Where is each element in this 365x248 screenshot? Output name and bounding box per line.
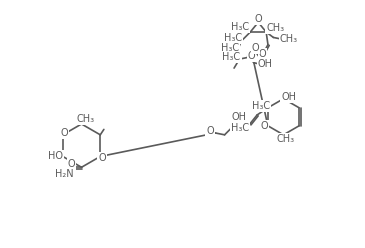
Text: CH₃: CH₃ — [280, 34, 298, 44]
Text: OH: OH — [231, 112, 246, 122]
Text: H₃C: H₃C — [231, 123, 249, 133]
Text: H₃C: H₃C — [231, 22, 249, 32]
Text: O: O — [259, 49, 266, 59]
Text: HO: HO — [48, 152, 63, 161]
Text: O: O — [98, 153, 106, 163]
Text: CH₃: CH₃ — [276, 134, 294, 144]
Text: H₃C: H₃C — [223, 52, 241, 62]
Text: O: O — [206, 126, 214, 136]
Text: OH: OH — [281, 92, 296, 102]
Text: H₃C: H₃C — [221, 43, 239, 53]
Text: O: O — [261, 121, 268, 131]
Text: O: O — [247, 51, 255, 61]
Text: OH: OH — [258, 60, 273, 69]
Text: H₃C: H₃C — [251, 101, 270, 111]
Text: O: O — [68, 159, 75, 169]
Text: CH₃: CH₃ — [266, 23, 284, 33]
Text: O: O — [254, 14, 262, 24]
Text: H₂N: H₂N — [55, 169, 73, 179]
Text: H₃C: H₃C — [224, 33, 242, 43]
Text: O: O — [252, 43, 260, 53]
Text: O: O — [61, 128, 68, 138]
Text: CH₃: CH₃ — [76, 114, 94, 124]
